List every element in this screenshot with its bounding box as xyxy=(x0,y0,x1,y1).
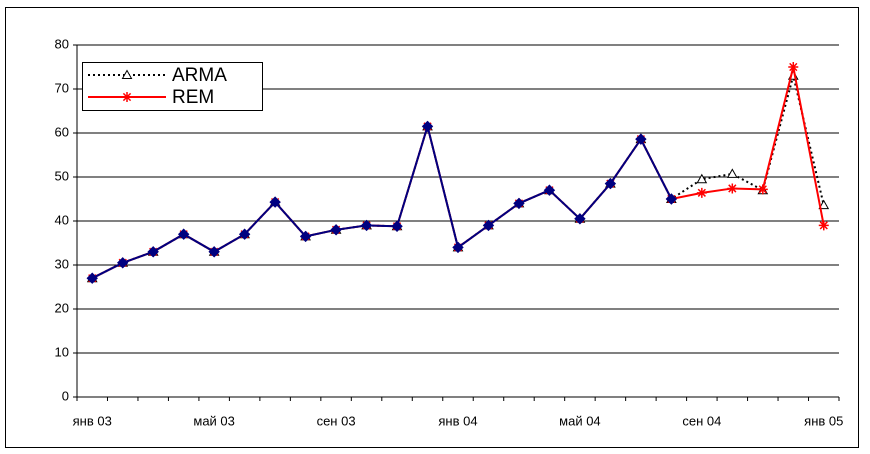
marker xyxy=(818,220,829,231)
marker xyxy=(238,228,251,240)
marker xyxy=(121,69,133,79)
marker xyxy=(727,183,738,194)
marker xyxy=(360,219,373,232)
marker xyxy=(635,133,647,145)
marker xyxy=(391,220,403,232)
y-tick-label: 50 xyxy=(55,168,69,183)
marker xyxy=(330,224,342,236)
y-tick-label: 30 xyxy=(55,256,69,271)
y-tick-label: 40 xyxy=(55,212,69,227)
marker xyxy=(696,187,707,198)
marker xyxy=(543,184,556,196)
legend-label: ARMA xyxy=(172,65,227,86)
x-tick-label: янв 03 xyxy=(73,413,112,428)
marker xyxy=(421,120,434,133)
y-tick-label: 10 xyxy=(55,344,69,359)
marker xyxy=(696,173,708,184)
marker xyxy=(117,257,129,269)
y-tick-label: 70 xyxy=(55,80,69,95)
marker xyxy=(574,213,586,225)
marker xyxy=(86,272,98,284)
marker xyxy=(452,241,464,254)
y-tick-label: 80 xyxy=(55,36,69,51)
marker xyxy=(726,168,738,178)
marker xyxy=(788,62,799,72)
marker xyxy=(269,196,281,208)
marker xyxy=(665,193,678,205)
marker xyxy=(818,199,830,210)
marker xyxy=(147,246,159,258)
y-tick-label: 60 xyxy=(55,124,69,139)
y-tick-label: 20 xyxy=(55,300,69,315)
marker xyxy=(482,219,495,232)
marker xyxy=(757,184,768,195)
legend-box xyxy=(82,62,263,111)
marker xyxy=(604,177,617,190)
x-tick-label: май 04 xyxy=(559,413,601,428)
marker xyxy=(513,197,525,210)
series xyxy=(86,120,678,284)
marker xyxy=(208,246,220,258)
series-line xyxy=(91,122,673,280)
x-tick-label: май 03 xyxy=(193,413,235,428)
x-tick-label: янв 04 xyxy=(438,413,477,428)
marker xyxy=(299,230,312,243)
x-tick-label: сен 03 xyxy=(317,413,356,428)
marker xyxy=(122,92,132,102)
marker xyxy=(177,228,190,240)
legend-label: REM xyxy=(172,87,214,108)
y-tick-label: 0 xyxy=(62,388,69,403)
x-tick-label: сен 04 xyxy=(682,413,721,428)
x-tick-label: янв 05 xyxy=(804,413,843,428)
